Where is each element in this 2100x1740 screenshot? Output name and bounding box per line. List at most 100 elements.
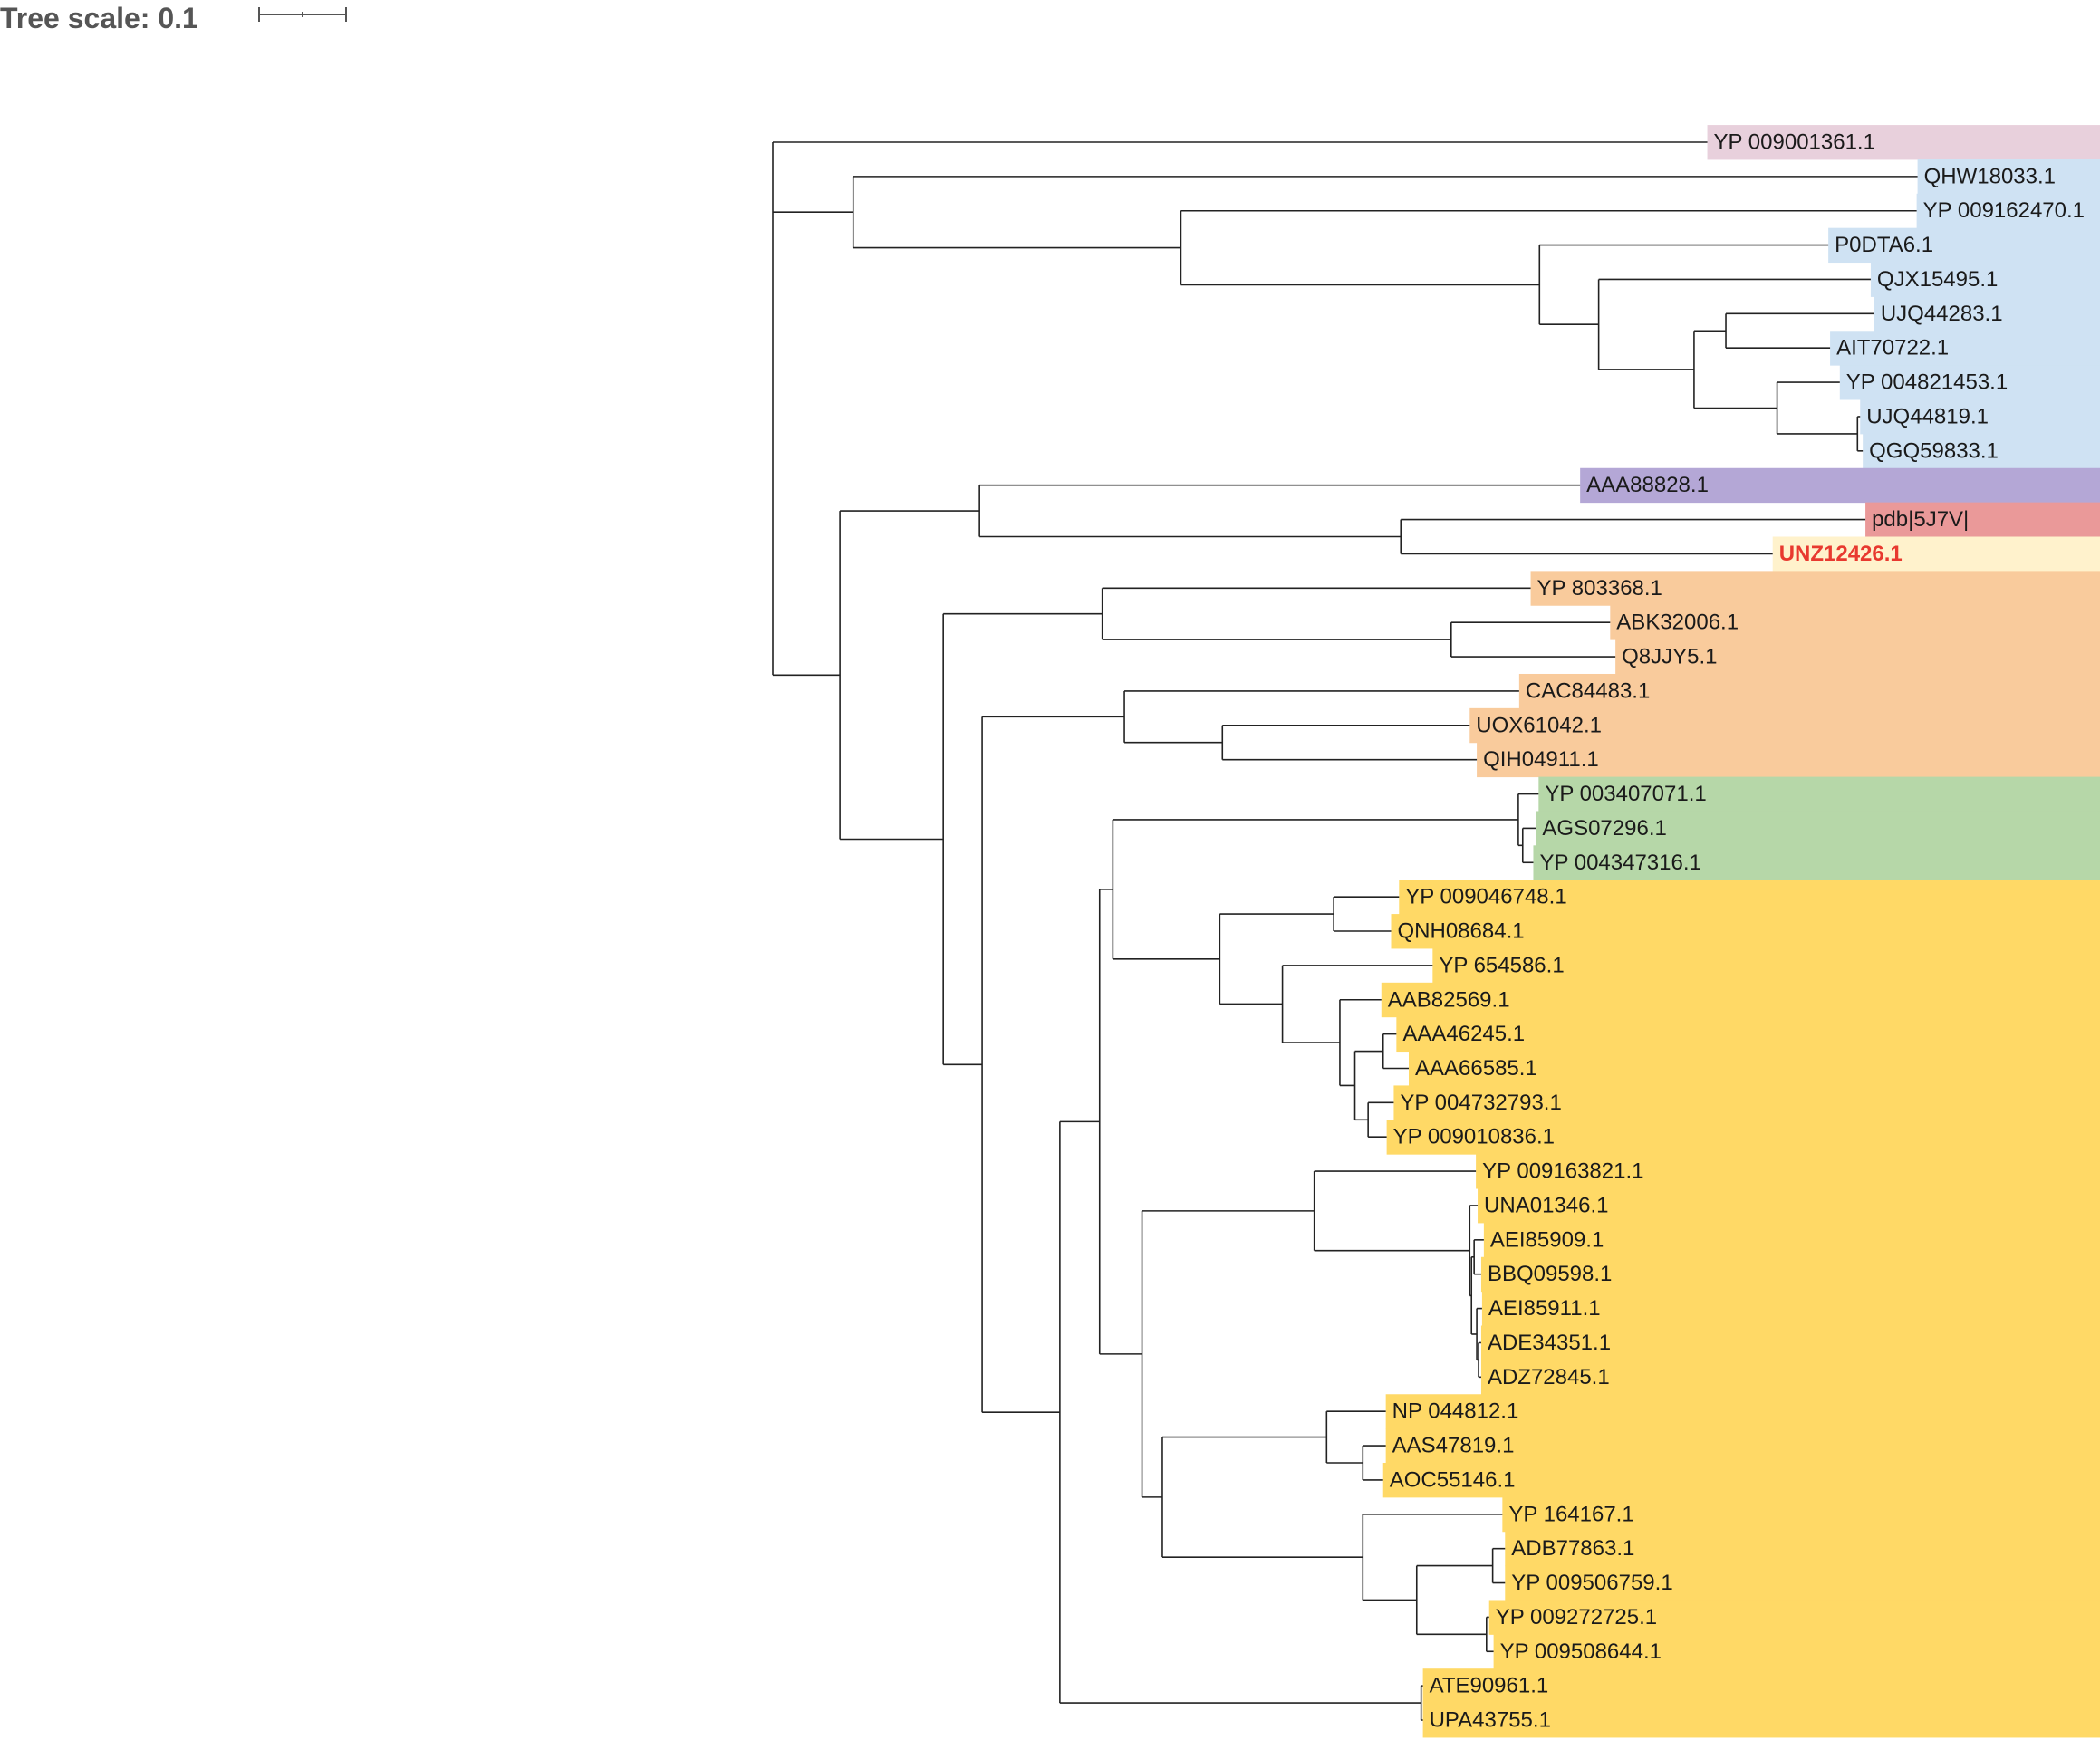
leaf-labels: YP 009001361.1 QHW18033.1 YP 009162470.1 P0… <box>1388 130 2085 1733</box>
clade-band-yellow <box>1409 1051 2100 1086</box>
leaf-label[interactable]: YP 009163821.1 <box>1482 1159 1643 1184</box>
leaf-label[interactable]: AAA46245.1 <box>1402 1022 1525 1046</box>
clade-band-yellow <box>1385 1428 2100 1464</box>
leaf-label[interactable]: AAB82569.1 <box>1388 987 1510 1012</box>
clade-band-blue <box>1870 262 2100 297</box>
clade-band-yellow <box>1393 1085 2100 1120</box>
clade-band-blue <box>1860 399 2100 435</box>
clade-band-blue <box>1863 433 2100 469</box>
leaf-label[interactable]: YP 004732793.1 <box>1400 1091 1561 1115</box>
leaf-label[interactable]: AEI85909.1 <box>1490 1227 1604 1252</box>
leaf-label[interactable]: AGS07296.1 <box>1542 816 1666 841</box>
clade-band-yellow <box>1502 1496 2100 1533</box>
leaf-label[interactable]: pdb|5J7V| <box>1872 507 1969 532</box>
clade-band-orange <box>1469 707 2100 744</box>
tree-branches <box>772 141 1918 1721</box>
clade-band-yellow <box>1396 1016 2100 1053</box>
clade-band-yellow <box>1480 1360 2100 1395</box>
clade-band-green <box>1538 776 2100 812</box>
leaf-label[interactable]: UPA43755.1 <box>1430 1708 1551 1733</box>
clade-band-blue <box>1839 365 2100 400</box>
clade-band-yellow <box>1478 1188 2100 1224</box>
clade-band-yellow <box>1422 1668 2100 1704</box>
leaf-label[interactable]: YP 654586.1 <box>1439 953 1564 977</box>
clade-band-blue <box>1874 296 2100 332</box>
clade-band-yellow <box>1385 1394 2100 1429</box>
leaf-label[interactable]: ADZ72845.1 <box>1488 1365 1610 1389</box>
leaf-label[interactable]: ADB77863.1 <box>1511 1536 1634 1561</box>
clade-band-yellow <box>1432 947 2100 984</box>
clade-band-yellow <box>1391 914 2100 949</box>
leaf-label[interactable]: BBQ09598.1 <box>1488 1262 1612 1286</box>
leaf-label[interactable]: AAA88828.1 <box>1586 473 1709 497</box>
clade-band-yellow <box>1505 1531 2100 1567</box>
leaf-label[interactable]: QJX15495.1 <box>1877 267 1998 292</box>
leaf-label[interactable]: YP 009506759.1 <box>1511 1571 1672 1595</box>
clade-band-yellow <box>1382 1462 2100 1498</box>
leaf-label[interactable]: YP 803368.1 <box>1537 576 1662 601</box>
leaf-label[interactable]: QGQ59833.1 <box>1869 438 1999 463</box>
leaf-label[interactable]: QHW18033.1 <box>1924 164 2056 188</box>
clade-band-red <box>1865 502 2100 538</box>
clade-band-purple <box>1580 467 2100 504</box>
leaf-label[interactable]: P0DTA6.1 <box>1835 233 1933 257</box>
clade-band-yellow <box>1505 1565 2100 1601</box>
clade-band-yellow <box>1422 1703 2100 1738</box>
leaf-label[interactable]: YP 009001361.1 <box>1714 130 1875 155</box>
leaf-label[interactable]: YP 009010836.1 <box>1393 1125 1555 1149</box>
tree-scale-bar <box>258 7 347 22</box>
leaf-label[interactable]: UOX61042.1 <box>1476 713 1602 737</box>
clade-band-orange <box>1610 605 2100 640</box>
leaf-label[interactable]: YP 009162470.1 <box>1923 198 2085 223</box>
leaf-label[interactable]: YP 164167.1 <box>1508 1502 1633 1526</box>
leaf-label[interactable]: UJQ44283.1 <box>1881 302 2003 326</box>
leaf-label[interactable]: QIH04911.1 <box>1483 747 1599 772</box>
leaf-label[interactable]: AOC55146.1 <box>1390 1467 1516 1492</box>
clade-band-orange <box>1530 571 2100 606</box>
clade-band-yellow <box>1476 1154 2100 1189</box>
clade-band-blue <box>1916 193 2100 229</box>
leaf-label[interactable]: YP 009508644.1 <box>1500 1639 1662 1664</box>
leaf-label[interactable]: UJQ44819.1 <box>1866 404 1989 428</box>
clade-band-orange <box>1477 742 2100 778</box>
clade-band-pink <box>1707 125 2100 160</box>
leaf-label[interactable]: YP 004821453.1 <box>1846 370 2008 395</box>
leaf-label[interactable]: AEI85911.1 <box>1488 1296 1601 1321</box>
leaf-label[interactable]: YP 004347316.1 <box>1539 851 1700 875</box>
leaf-label[interactable]: YP 009046748.1 <box>1405 885 1566 909</box>
leaf-label[interactable]: UNZ12426.1 <box>1779 542 1903 566</box>
leaf-label[interactable]: UNA01346.1 <box>1484 1193 1608 1217</box>
clade-band-yellow <box>1386 1120 2100 1155</box>
leaf-label[interactable]: ATE90961.1 <box>1430 1674 1549 1698</box>
clade-band-yellow <box>1488 1600 2100 1635</box>
leaf-label[interactable]: AAA66585.1 <box>1415 1056 1537 1081</box>
clade-band-yellow <box>1480 1325 2100 1360</box>
clade-band-blue <box>1828 227 2100 264</box>
leaf-label[interactable]: ADE34351.1 <box>1488 1331 1611 1355</box>
clade-band-orange <box>1518 673 2100 709</box>
leaf-label[interactable]: YP 003407071.1 <box>1545 782 1706 806</box>
clade-band-yellow <box>1480 1256 2100 1293</box>
clade-highlight-bands <box>1381 125 2100 1738</box>
leaf-label[interactable]: Q8JJY5.1 <box>1622 645 1717 669</box>
tree-scale-label: Tree scale: 0.1 <box>0 1 198 34</box>
leaf-label[interactable]: CAC84483.1 <box>1526 678 1650 703</box>
leaf-label[interactable]: ABK32006.1 <box>1616 610 1739 635</box>
clade-band-yellow <box>1399 880 2100 915</box>
leaf-label[interactable]: AAS47819.1 <box>1392 1434 1515 1458</box>
clade-band-yellow <box>1493 1634 2100 1669</box>
tree-scale-legend: Tree scale: 0.1 <box>0 0 198 36</box>
leaf-label[interactable]: YP 009272725.1 <box>1496 1605 1657 1629</box>
clade-band-yellow <box>1481 1291 2100 1327</box>
clade-band-orange <box>1615 639 2100 675</box>
clade-band-green <box>1536 811 2100 846</box>
clade-band-blue <box>1830 331 2100 366</box>
clade-band-cream <box>1772 536 2100 572</box>
clade-band-blue <box>1917 159 2100 195</box>
clade-band-green <box>1533 845 2100 880</box>
leaf-label[interactable]: AIT70722.1 <box>1836 336 1949 360</box>
clade-band-yellow <box>1483 1222 2100 1258</box>
leaf-label[interactable]: QNH08684.1 <box>1398 919 1525 944</box>
leaf-label[interactable]: NP 044812.1 <box>1392 1399 1519 1424</box>
